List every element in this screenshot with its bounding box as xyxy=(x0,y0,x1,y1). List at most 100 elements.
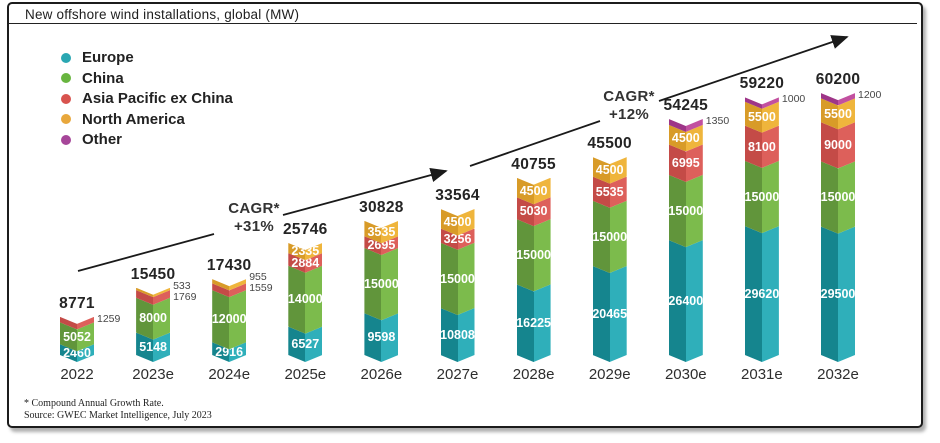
bar-segment-asia-pacific-ex-china: 8100 xyxy=(745,126,779,168)
segment-value-label: 8000 xyxy=(139,311,167,326)
segment-value-label: 2884 xyxy=(291,255,320,270)
bar-side-labels: 1259 xyxy=(97,312,121,325)
bar-segment-china: 15000 xyxy=(441,243,475,315)
segment-value-label: 5052 xyxy=(63,329,91,344)
legend-label: Europe xyxy=(82,49,134,67)
x-axis-label-2026e: 2026e xyxy=(360,366,403,383)
segment-value-label: 10808 xyxy=(440,327,475,342)
bar-segment-asia-pacific-ex-china: 3256 xyxy=(441,229,475,250)
bar-segment-china: 12000 xyxy=(212,290,246,349)
bar-total-label: 25746 xyxy=(282,221,328,238)
segment-value-label: 15000 xyxy=(440,271,475,286)
bar-group-2024e: 12000 2916 xyxy=(212,279,246,355)
segment-value-label: 29620 xyxy=(744,286,780,301)
segment-value-label: 2335 xyxy=(291,244,320,259)
bar-segment-north-america: 3535 xyxy=(364,221,398,243)
bar-segment-europe: 10808 xyxy=(441,308,475,362)
bar-segment-china: 15000 xyxy=(669,175,703,247)
x-axis-label-2031e: 2031e xyxy=(741,366,783,383)
segment-value-label: 12000 xyxy=(211,312,247,327)
bar-group-2027e: 4500 3256 15000 10808 xyxy=(441,209,475,355)
segment-value-label: 9598 xyxy=(367,330,396,345)
segment-value-label: 5500 xyxy=(824,106,852,121)
segment-value-label: 15000 xyxy=(592,229,628,244)
segment-value-label: 2916 xyxy=(215,344,244,359)
bar-segment-asia-pacific-ex-china: 9000 xyxy=(821,122,855,168)
x-axis-label-2024e: 2024e xyxy=(208,366,251,383)
legend-dot-asia-pacific-ex-china xyxy=(61,93,71,104)
bar-segment-europe: 29500 xyxy=(821,227,855,362)
legend-label: Asia Pacific ex China xyxy=(82,90,233,108)
bar-group-2025e: 2335 2884 14000 6527 xyxy=(288,243,322,355)
legend-item-north-america: North America xyxy=(61,112,233,128)
segment-value-label: 4500 xyxy=(671,130,700,145)
bar-side-labels: 533 1769 xyxy=(173,279,197,303)
bar-group-2032e: 5500 9000 15000 29500 xyxy=(821,93,855,355)
segment-value-label: 8100 xyxy=(747,139,776,154)
segment-value-label: 2695 xyxy=(367,238,396,253)
bar-segment-china: 15000 xyxy=(593,201,627,273)
side-value-label: 1259 xyxy=(97,312,121,325)
bar-segment-europe: 16225 xyxy=(517,284,551,362)
side-value-label: 1350 xyxy=(705,115,730,128)
x-axis-label-2022: 2022 xyxy=(60,366,94,383)
bar-segment-china: 5052 xyxy=(60,322,94,351)
bar-segment-europe: 29620 xyxy=(745,226,779,362)
legend-label: Other xyxy=(82,131,123,149)
bar-segment-asia-pacific-ex-china: 2884 xyxy=(288,253,322,273)
bar-total-label: 8771 xyxy=(59,294,95,312)
bar-side-labels: 955 1559 xyxy=(249,272,272,294)
bar-segment-asia-pacific-ex-china: 2695 xyxy=(364,236,398,255)
side-value-label: 1769 xyxy=(173,290,197,303)
bar-group-2022: 5052 2460 xyxy=(60,317,94,355)
x-axis-label-2023e: 2023e xyxy=(132,366,174,383)
legend-dot-other xyxy=(61,134,71,145)
segment-value-label: 15000 xyxy=(364,276,399,291)
bar-segment-china: 15000 xyxy=(517,219,551,291)
segment-value-label: 6527 xyxy=(291,337,320,352)
bar-group-2030e: 4500 6995 15000 26400 xyxy=(669,119,703,355)
chart-title: New offshore wind installations, global … xyxy=(25,7,300,22)
cagr-value: +31% xyxy=(234,218,274,235)
segment-value-label: 15000 xyxy=(744,189,780,204)
x-axis-label-2032e: 2032e xyxy=(817,366,859,383)
segment-value-label: 15000 xyxy=(820,190,856,205)
segment-value-label: 9000 xyxy=(824,138,852,153)
bar-group-2031e: 5500 8100 15000 29620 xyxy=(745,97,779,355)
legend-item-asia-pacific-ex-china: Asia Pacific ex China xyxy=(61,91,233,107)
cagr-value: +12% xyxy=(609,106,649,123)
side-value-label: 1559 xyxy=(249,282,273,295)
bar-total-label: 33564 xyxy=(435,186,480,204)
bar-segment-china: 15000 xyxy=(364,248,398,320)
x-axis-label-2029e: 2029e xyxy=(588,366,631,383)
legend-dot-china xyxy=(61,73,71,84)
segment-value-label: 5030 xyxy=(519,204,548,219)
cagr-annotation-31: CAGR* +31% xyxy=(209,200,299,236)
legend-label: North America xyxy=(82,110,185,128)
bar-side-labels: 1200 xyxy=(858,90,881,101)
segment-value-label: 26400 xyxy=(668,293,704,308)
x-axis-label-2027e: 2027e xyxy=(436,366,479,383)
segment-value-label: 3256 xyxy=(443,231,472,246)
footnote-cagr: * Compound Annual Growth Rate. xyxy=(24,398,164,409)
segment-value-label: 5535 xyxy=(595,184,624,199)
segment-value-label: 15000 xyxy=(516,248,551,263)
bar-segment-europe: 9598 xyxy=(364,313,398,362)
bar-segment-china: 15000 xyxy=(821,161,855,233)
segment-value-label: 29500 xyxy=(820,287,856,302)
bar-segment-europe: 2460 xyxy=(60,344,94,362)
bar-segment-europe: 2916 xyxy=(212,342,246,362)
legend-item-china: China xyxy=(61,71,233,87)
segment-value-label: 20465 xyxy=(592,306,628,321)
bar-segment-china: 15000 xyxy=(745,161,779,233)
segment-value-label: 16225 xyxy=(516,315,551,330)
legend-dot-europe xyxy=(61,52,71,63)
side-value-label: 533 xyxy=(173,279,191,292)
bar-segment-europe: 26400 xyxy=(669,240,703,362)
bar-segment-china: 14000 xyxy=(288,266,322,334)
legend: Europe China Asia Pacific ex China North Am… xyxy=(61,50,233,148)
bar-group-2029e: 4500 5535 15000 20465 xyxy=(593,157,627,355)
cagr-label: CAGR* xyxy=(228,200,280,217)
segment-value-label: 4500 xyxy=(595,163,624,178)
